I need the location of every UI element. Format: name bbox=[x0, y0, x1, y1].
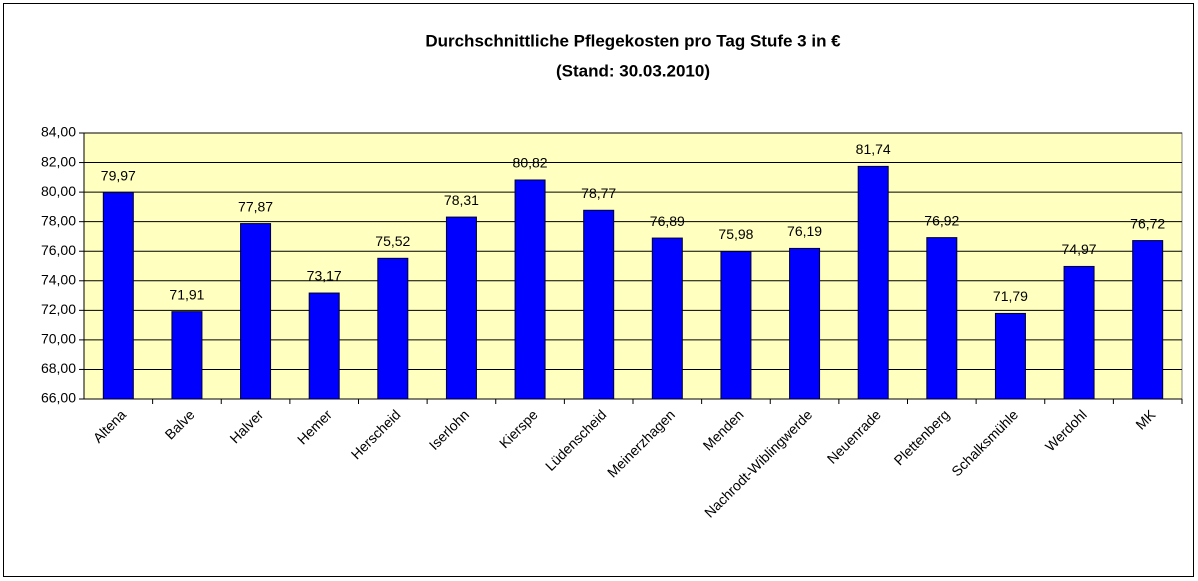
chart-title: Durchschnittliche Pflegekosten pro Tag S… bbox=[425, 31, 841, 50]
data-label: 76,72 bbox=[1130, 215, 1165, 231]
bar bbox=[1132, 240, 1164, 400]
data-label: 78,77 bbox=[581, 185, 616, 201]
data-label: 76,92 bbox=[924, 212, 959, 228]
y-tick-label: 78,00 bbox=[41, 212, 76, 228]
bar bbox=[377, 257, 409, 400]
bar bbox=[171, 311, 203, 400]
data-label: 78,31 bbox=[444, 192, 479, 208]
y-tick-label: 66,00 bbox=[41, 390, 76, 406]
y-tick-label: 76,00 bbox=[41, 242, 76, 258]
data-label: 76,89 bbox=[650, 213, 685, 229]
data-label: 74,97 bbox=[1062, 241, 1097, 257]
bar bbox=[514, 179, 546, 400]
data-label: 73,17 bbox=[307, 268, 342, 284]
data-label: 81,74 bbox=[856, 141, 891, 157]
bar bbox=[651, 237, 683, 400]
y-tick-label: 74,00 bbox=[41, 271, 76, 287]
data-label: 71,91 bbox=[169, 286, 204, 302]
bar bbox=[102, 192, 134, 400]
bar bbox=[857, 165, 889, 400]
bar bbox=[720, 251, 752, 400]
bar bbox=[994, 312, 1026, 400]
y-tick-label: 70,00 bbox=[41, 331, 76, 347]
y-tick-label: 82,00 bbox=[41, 153, 76, 169]
data-label: 71,79 bbox=[993, 288, 1028, 304]
y-tick-label: 72,00 bbox=[41, 301, 76, 317]
data-label: 77,87 bbox=[238, 198, 273, 214]
bar bbox=[583, 209, 615, 400]
bar bbox=[926, 237, 958, 400]
bar bbox=[1063, 265, 1095, 400]
chart-subtitle: (Stand: 30.03.2010) bbox=[556, 61, 710, 80]
data-label: 76,19 bbox=[787, 223, 822, 239]
data-label: 79,97 bbox=[101, 167, 136, 183]
bar bbox=[789, 247, 821, 400]
bar bbox=[240, 223, 272, 400]
bar bbox=[445, 216, 477, 400]
y-tick-label: 80,00 bbox=[41, 183, 76, 199]
data-label: 75,98 bbox=[718, 226, 753, 242]
data-label: 80,82 bbox=[513, 155, 548, 171]
y-tick-label: 68,00 bbox=[41, 360, 76, 376]
data-label: 75,52 bbox=[375, 233, 410, 249]
y-tick-label: 84,00 bbox=[41, 124, 76, 140]
bar bbox=[308, 292, 340, 400]
